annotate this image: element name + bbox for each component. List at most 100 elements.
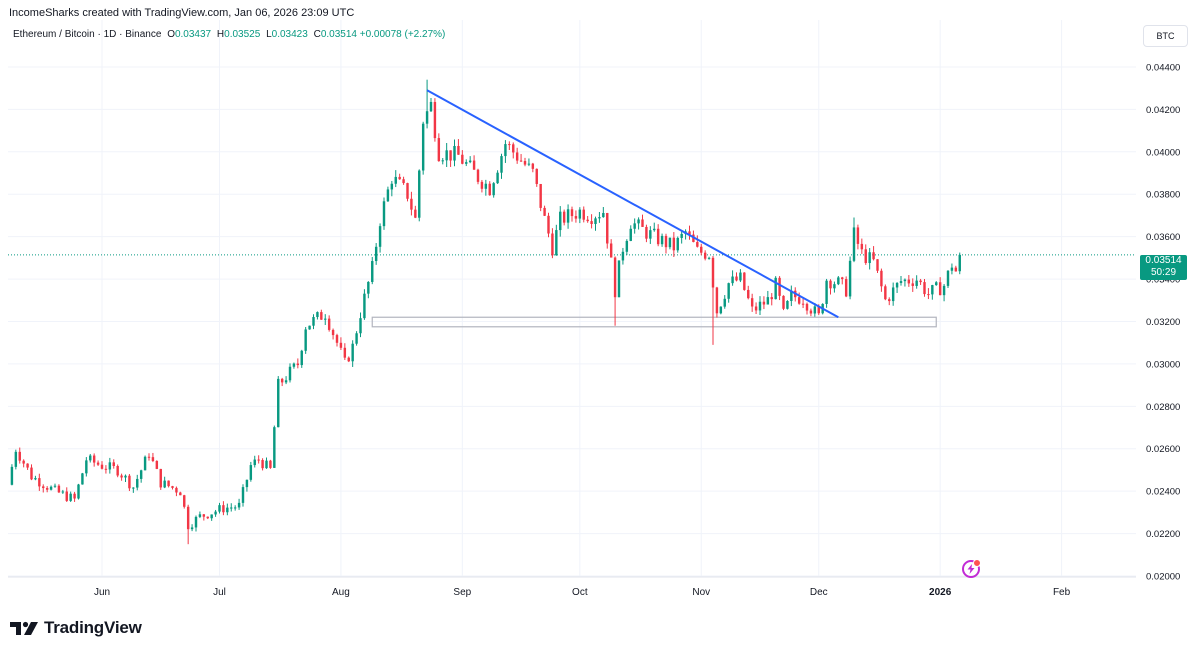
candle-up[interactable] <box>371 261 374 282</box>
candle-up[interactable] <box>316 312 319 318</box>
candle-up[interactable] <box>429 101 433 112</box>
candle-up[interactable] <box>931 285 934 295</box>
candle-up[interactable] <box>132 487 135 489</box>
candle-down[interactable] <box>480 181 484 189</box>
candle-down[interactable] <box>743 272 746 290</box>
candle-down[interactable] <box>954 267 958 272</box>
candle-up[interactable] <box>245 479 249 488</box>
candle-up[interactable] <box>237 502 241 508</box>
trendline-layer[interactable] <box>426 89 839 319</box>
candle-down[interactable] <box>562 211 566 223</box>
candle-down[interactable] <box>155 460 159 469</box>
candle-up[interactable] <box>308 325 311 330</box>
candle-down[interactable] <box>112 462 115 466</box>
candle-down[interactable] <box>860 243 864 250</box>
candle-up[interactable] <box>891 287 895 302</box>
candle-up[interactable] <box>233 507 237 509</box>
tradingview-brand[interactable]: TradingView <box>10 617 142 639</box>
candle-down[interactable] <box>151 457 155 461</box>
candle-down[interactable] <box>179 492 182 496</box>
candle-up[interactable] <box>190 527 194 530</box>
candle-up[interactable] <box>143 456 147 471</box>
candle-up[interactable] <box>727 283 730 299</box>
candle-up[interactable] <box>680 233 683 238</box>
candle-down[interactable] <box>449 150 452 161</box>
candle-down[interactable] <box>57 485 61 493</box>
candle-down[interactable] <box>222 505 225 513</box>
candle-up[interactable] <box>421 123 425 171</box>
candle-down[interactable] <box>574 216 578 219</box>
candle-down[interactable] <box>613 257 617 298</box>
candle-down[interactable] <box>167 480 170 487</box>
candle-up[interactable] <box>324 318 327 320</box>
candle-up[interactable] <box>445 150 448 161</box>
candle-up[interactable] <box>707 257 711 259</box>
candle-up[interactable] <box>394 176 397 184</box>
candle-up[interactable] <box>378 226 382 247</box>
candle-down[interactable] <box>523 161 527 165</box>
candle-down[interactable] <box>38 478 41 487</box>
candle-down[interactable] <box>335 335 339 343</box>
candle-up[interactable] <box>637 219 640 224</box>
candle-up[interactable] <box>265 460 268 469</box>
candle-up[interactable] <box>649 230 652 239</box>
candle-down[interactable] <box>884 286 887 300</box>
candle-down[interactable] <box>202 514 206 517</box>
candle-up[interactable] <box>621 251 625 261</box>
candle-down[interactable] <box>809 310 813 314</box>
candle-up[interactable] <box>484 183 488 189</box>
candle-down[interactable] <box>688 231 691 235</box>
candle-down[interactable] <box>320 312 323 320</box>
candle-up[interactable] <box>226 507 229 513</box>
candle-up[interactable] <box>837 277 840 285</box>
candle-up[interactable] <box>946 270 950 286</box>
candle-down[interactable] <box>257 459 260 461</box>
candle-down[interactable] <box>876 259 879 271</box>
candle-down[interactable] <box>938 282 942 296</box>
candle-up[interactable] <box>304 329 307 351</box>
candle-up[interactable] <box>950 267 954 271</box>
candle-down[interactable] <box>856 227 860 244</box>
candle-up[interactable] <box>676 237 679 251</box>
candle-down[interactable] <box>551 233 554 256</box>
candle-up[interactable] <box>108 462 112 470</box>
candle-down[interactable] <box>508 144 511 146</box>
candle-down[interactable] <box>782 295 785 309</box>
candle-up[interactable] <box>739 272 742 281</box>
candle-down[interactable] <box>829 280 832 289</box>
currency-button[interactable]: BTC <box>1143 25 1188 47</box>
candle-up[interactable] <box>194 516 198 528</box>
candle-up[interactable] <box>292 363 296 367</box>
candle-down[interactable] <box>331 329 335 336</box>
candle-up[interactable] <box>653 228 656 231</box>
candle-down[interactable] <box>512 144 515 153</box>
candle-down[interactable] <box>754 306 758 311</box>
candle-up[interactable] <box>351 343 354 362</box>
candle-up[interactable] <box>868 252 871 264</box>
candle-up[interactable] <box>241 487 245 503</box>
candle-down[interactable] <box>700 246 703 253</box>
candle-up[interactable] <box>731 276 734 284</box>
candle-down[interactable] <box>519 160 523 162</box>
candle-up[interactable] <box>958 254 961 272</box>
candle-down[interactable] <box>656 228 660 245</box>
candle-up[interactable] <box>61 491 65 493</box>
candle-down[interactable] <box>472 160 476 170</box>
candle-down[interactable] <box>402 179 405 184</box>
candle-down[interactable] <box>26 463 29 468</box>
candle-up[interactable] <box>81 473 84 485</box>
candle-up[interactable] <box>500 156 503 173</box>
candle-up[interactable] <box>504 144 507 157</box>
candle-up[interactable] <box>89 455 92 461</box>
candle-up[interactable] <box>629 228 632 241</box>
candle-up[interactable] <box>418 170 421 218</box>
candle-up[interactable] <box>124 475 127 478</box>
candle-up[interactable] <box>69 493 72 501</box>
candle-down[interactable] <box>65 491 68 501</box>
candle-down[interactable] <box>261 460 264 469</box>
candle-up[interactable] <box>34 478 37 480</box>
candle-down[interactable] <box>715 287 719 314</box>
candle-down[interactable] <box>476 169 480 182</box>
candle-up[interactable] <box>14 451 18 467</box>
candle-down[interactable] <box>703 252 707 259</box>
